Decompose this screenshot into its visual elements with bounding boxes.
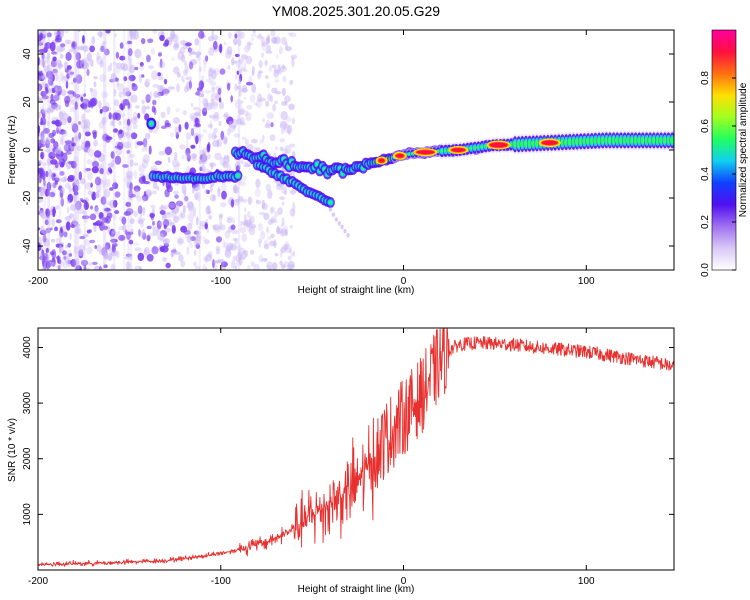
colorbar-ticks: 0.0 0.2 0.4 0.6 0.8: [700, 71, 736, 277]
colorbar-tick-label: 0.2: [700, 215, 711, 229]
snr-series-line: [38, 328, 674, 567]
spectrogram-ytick-label: 40: [22, 48, 33, 60]
colorbar-strip: [711, 29, 737, 271]
colorbar-tick-label: 0.4: [700, 167, 711, 181]
ridge-low-band: [148, 170, 243, 185]
colorbar-tick-label: 0.0: [700, 263, 711, 277]
spectrogram-ytick-label: 20: [22, 96, 33, 108]
spectrogram-xtick-label: 100: [578, 276, 595, 287]
spectrogram-ytick-label: 0: [22, 147, 33, 153]
spectrogram-xlabel: Height of straight line (km): [298, 285, 415, 296]
snr-ticks: -200 -100 0 100 1000 2000 3000 4000: [22, 328, 674, 587]
snr-frame: [37, 327, 675, 571]
snr-ytick-label: 1000: [22, 503, 33, 526]
ridge-lower-branch: [252, 159, 335, 208]
spectrogram-xtick-label: 0: [401, 276, 407, 287]
spectrogram-xtick-label: -100: [211, 276, 231, 287]
colorbar-tick-label: 0.6: [700, 119, 711, 133]
ridge-faint-tail: [328, 207, 350, 238]
snr-xtick-label: 0: [401, 576, 407, 587]
colorbar-tick-label: 0.8: [700, 71, 711, 85]
spectrogram-ytick-label: -20: [22, 190, 33, 205]
snr-xlabel: Height of straight line (km): [298, 584, 415, 595]
snr-ytick-label: 2000: [22, 447, 33, 470]
snr-plot-area: [38, 328, 674, 567]
spectrogram-ytick-label: -40: [22, 238, 33, 253]
ridge-hotspots: [375, 138, 561, 165]
snr-xtick-label: -200: [28, 576, 48, 587]
snr-ylabel: SNR (10 * v/v): [7, 418, 18, 482]
snr-xtick-label: -100: [211, 576, 231, 587]
snr-panel: -200 -100 0 100 1000 2000 3000 4000 Height of s…: [7, 327, 675, 595]
snr-ytick-label: 3000: [22, 392, 33, 415]
isolated-peak: [146, 117, 157, 130]
colorbar-label: Normalized spectral amplitude: [738, 82, 749, 217]
noise-speckle: [38, 30, 298, 270]
spectrogram-xtick-label: -200: [28, 276, 48, 287]
spectrogram-ylabel: Frequency (Hz): [7, 116, 18, 185]
ridge-band-right: [391, 130, 674, 164]
colorbar: 0.0 0.2 0.4 0.6 0.8 Normalized spectral ampl…: [700, 29, 749, 277]
spectrogram-heatmap: [38, 30, 674, 270]
snr-xtick-label: 100: [578, 576, 595, 587]
snr-ytick-label: 4000: [22, 336, 33, 359]
figure-title: YM08.2025.301.20.05.G29: [272, 3, 440, 19]
